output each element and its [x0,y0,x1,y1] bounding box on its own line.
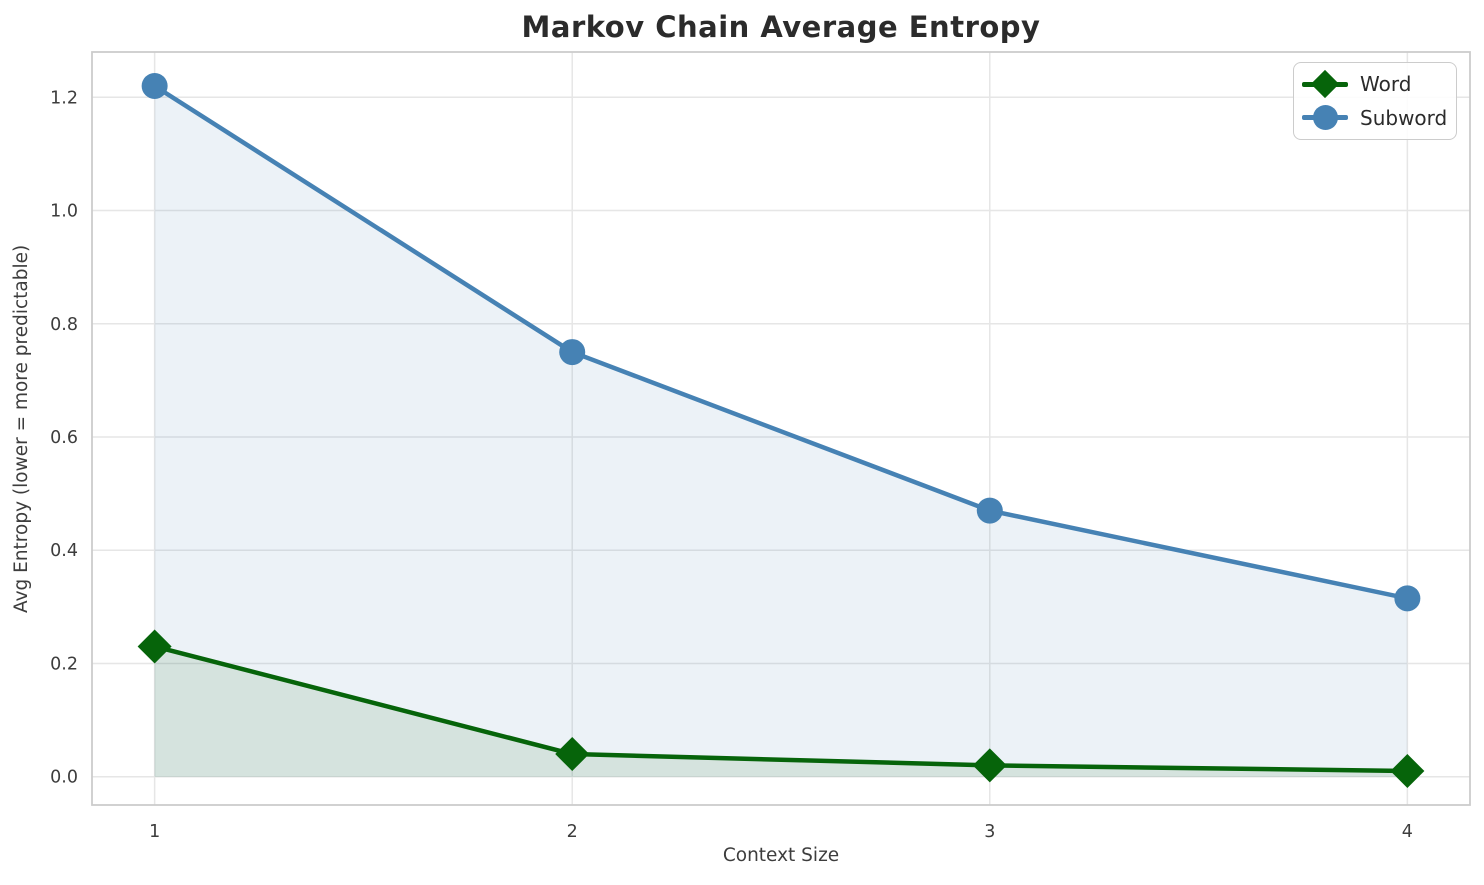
y-tick-label: 0.4 [50,541,78,561]
y-tick-label: 0.0 [50,768,78,788]
x-tick-label: 4 [1402,822,1413,842]
data-point-subword [1394,585,1421,612]
data-point-subword [559,339,586,366]
y-tick-label: 1.2 [50,88,78,108]
data-point-word [555,737,590,772]
y-tick-label: 0.2 [50,654,78,674]
series-line-subword [152,83,1410,601]
x-tick-label: 2 [567,822,578,842]
diamond-marker-icon [1310,70,1340,99]
plot-border [91,51,1471,806]
x-tick-label: 1 [149,822,160,842]
circle-marker-icon [1312,105,1338,131]
area-fill-subword [154,85,1408,777]
data-point-subword [976,497,1003,524]
legend-item-subword: Subword [1302,102,1448,134]
legend: Word Subword [1293,62,1457,140]
y-tick-label: 0.6 [50,428,78,448]
y-tick-label: 0.8 [50,315,78,335]
word-series-swatch [1302,70,1348,99]
legend-label-word: Word [1360,72,1412,97]
data-point-word [1390,754,1425,789]
legend-item-word: Word [1302,68,1446,100]
area-fill-word [154,646,1408,777]
data-point-word [137,629,172,664]
y-axis-label: Avg Entropy (lower = more predictable) [11,244,32,613]
data-point-word [972,748,1007,783]
series-line-word [152,644,1410,774]
chart-title: Markov Chain Average Entropy [521,10,1041,44]
y-tick-label: 1.0 [50,202,78,222]
subword-series-swatch [1302,104,1348,132]
legend-label-subword: Subword [1360,105,1448,130]
x-axis-label: Context Size [722,845,840,866]
x-tick-label: 3 [984,822,995,842]
data-point-subword [141,72,168,99]
